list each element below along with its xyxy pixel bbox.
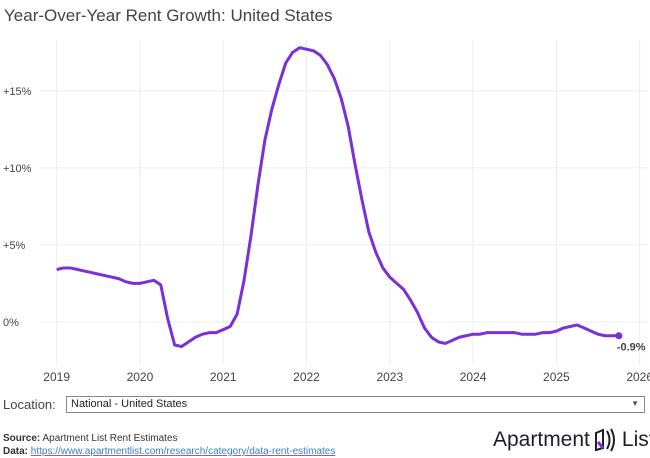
- source-text: Apartment List Rent Estimates: [42, 433, 178, 444]
- location-label: Location:: [3, 397, 56, 412]
- data-link[interactable]: https://www.apartmentlist.com/research/c…: [30, 446, 336, 457]
- location-select[interactable]: National - United States ▼: [66, 396, 645, 413]
- y-tick-label: +10%: [3, 163, 32, 175]
- x-tick-label: 2024: [460, 370, 487, 384]
- chart-title: Year-Over-Year Rent Growth: United State…: [4, 6, 333, 25]
- data-line: [56, 46, 619, 349]
- dropdown-arrow-icon: ▼: [631, 399, 639, 408]
- line-chart: 0% +5% +10% +15% 2019 2020 2021 2022 2023 2024 202…: [3, 40, 650, 384]
- y-tick-label: +15%: [3, 86, 32, 98]
- logo-text-right: List: [621, 428, 650, 451]
- x-tick-label: 2020: [127, 370, 154, 384]
- end-value-label: -0.9%: [617, 342, 646, 354]
- x-tick-label: 2019: [43, 370, 70, 384]
- data-label: Data:: [3, 446, 29, 457]
- x-tick-label: 2021: [210, 370, 237, 384]
- logo-mark-icon: [594, 428, 615, 452]
- x-tick-label: 2025: [543, 370, 570, 384]
- x-tick-label: 2022: [293, 370, 320, 384]
- y-tick-label: +5%: [3, 240, 26, 252]
- x-tick-label: 2026: [626, 370, 650, 384]
- end-point: [615, 332, 623, 340]
- apartment-list-logo: Apartment List: [493, 428, 650, 452]
- location-selected-value: National - United States: [71, 398, 188, 410]
- source-notes: Source: Apartment List Rent Estimates Da…: [3, 432, 335, 458]
- y-tick-label: 0%: [3, 317, 19, 329]
- logo-text-left: Apartment: [493, 428, 590, 451]
- x-tick-label: 2023: [376, 370, 403, 384]
- source-label: Source:: [3, 433, 41, 444]
